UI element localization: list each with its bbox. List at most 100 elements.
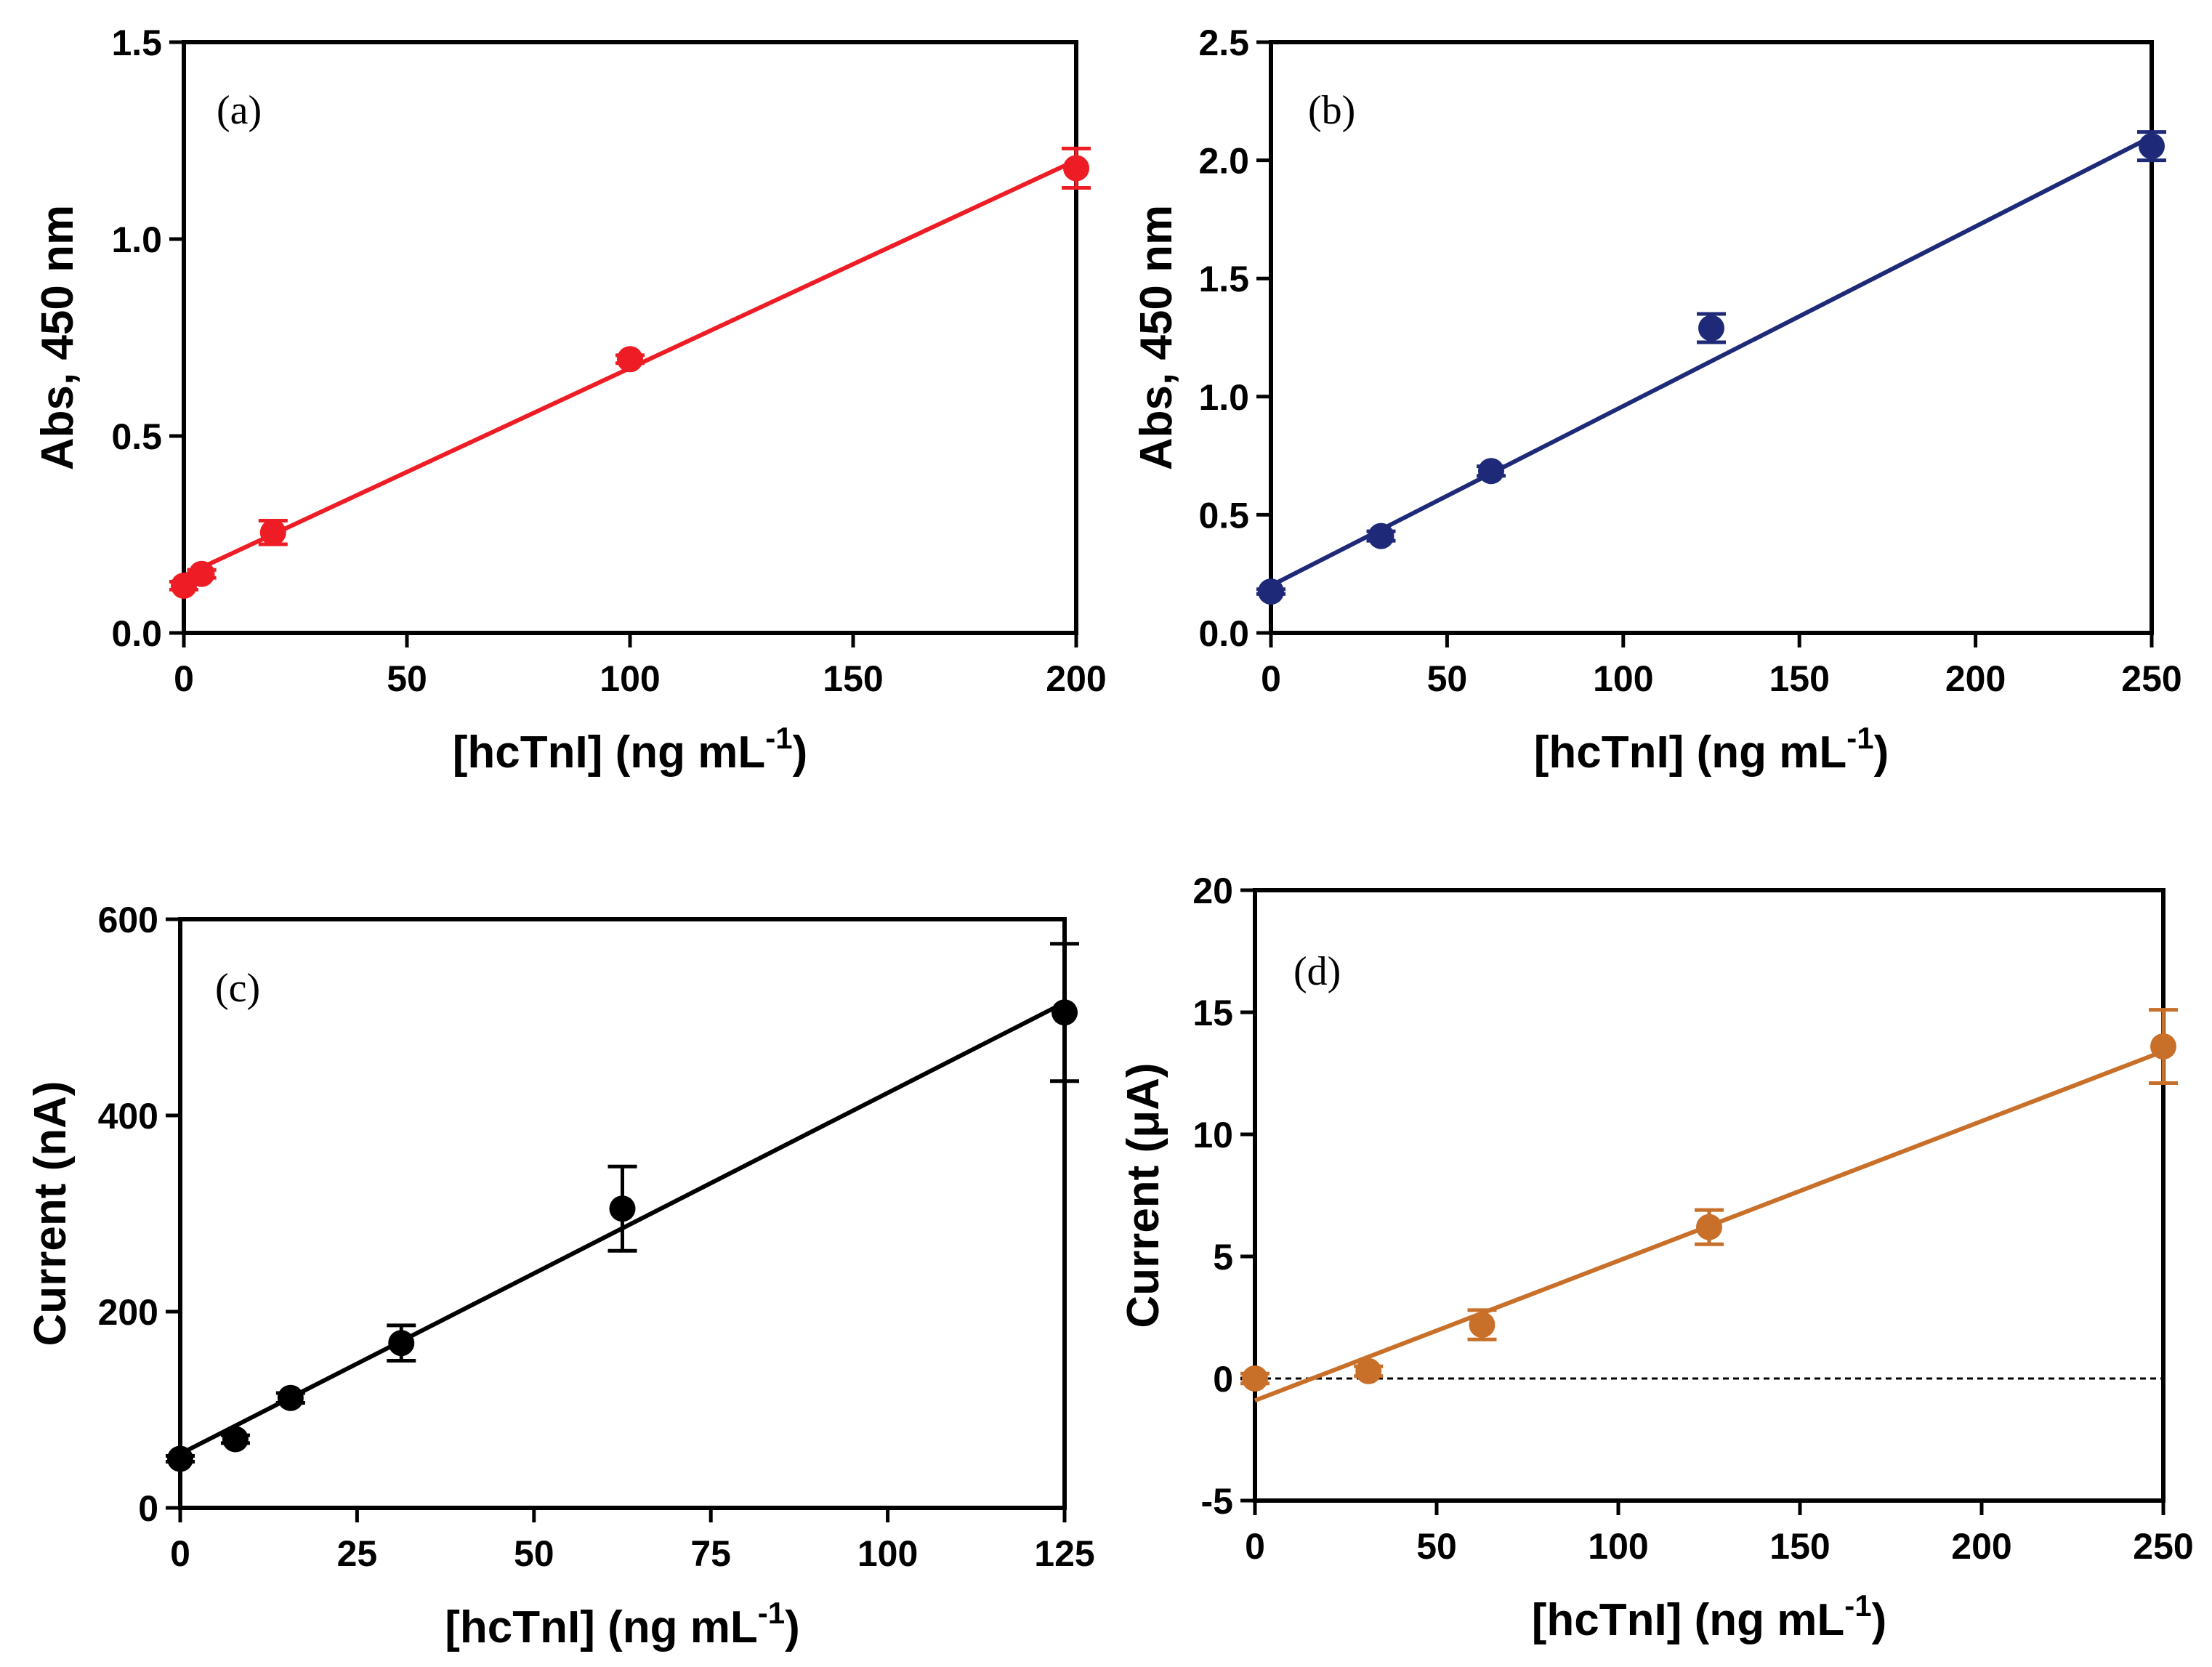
point-marker bbox=[2139, 133, 2165, 160]
chart-panel-d: 0 50 100 150 200 250 -5 0 5 10 15 20 (d) [hcTnI] (ng … bbox=[1118, 871, 2194, 1645]
x-tick-label: 200 bbox=[1046, 658, 1106, 699]
y-axis-title: Abs, 450 nm bbox=[1131, 205, 1182, 470]
x-tick-label: 0 bbox=[174, 658, 194, 699]
data-point bbox=[1050, 942, 1079, 1083]
x-tick-label: 75 bbox=[690, 1533, 731, 1574]
y-tick-label: 15 bbox=[1192, 993, 1233, 1033]
data-point bbox=[2149, 1008, 2178, 1085]
point-marker bbox=[1698, 315, 1724, 342]
point-marker bbox=[617, 346, 643, 373]
y-tick-label: 0 bbox=[1213, 1359, 1233, 1400]
x-tick-label: 100 bbox=[1593, 658, 1653, 699]
panel-label: (c) bbox=[215, 966, 260, 1011]
y-tick-label: 10 bbox=[1192, 1115, 1233, 1155]
data-point bbox=[220, 1426, 250, 1453]
x-tick-label: 50 bbox=[514, 1533, 554, 1574]
data-point bbox=[1256, 578, 1285, 605]
y-tick-label: 1.5 bbox=[1198, 259, 1249, 299]
x-tick-label: 0 bbox=[170, 1533, 190, 1574]
x-tick-label: 125 bbox=[1034, 1533, 1094, 1574]
y-tick-label: 2.5 bbox=[1198, 23, 1249, 63]
data-point bbox=[1062, 146, 1091, 190]
x-tick-label: 250 bbox=[2133, 1526, 2193, 1567]
point-marker bbox=[1355, 1357, 1382, 1384]
x-axis-title: [hcTnI] (ng mL-1) bbox=[453, 721, 807, 778]
point-marker bbox=[1368, 522, 1394, 549]
data-point bbox=[1354, 1357, 1384, 1384]
data-point bbox=[1477, 458, 1506, 485]
x-tick-label: 25 bbox=[337, 1533, 378, 1574]
panel-label: (b) bbox=[1308, 88, 1355, 133]
y-tick-label: 0.5 bbox=[111, 416, 162, 457]
x-tick-label: 50 bbox=[1427, 658, 1468, 699]
x-axis-title: [hcTnI] (ng mL-1) bbox=[1534, 721, 1889, 778]
y-tick-label: 2.0 bbox=[1198, 141, 1249, 182]
data-point bbox=[1697, 312, 1726, 344]
y-tick-label: 600 bbox=[98, 900, 158, 940]
y-tick-label: 5 bbox=[1213, 1237, 1233, 1278]
y-tick-label: 1.0 bbox=[111, 219, 162, 260]
y-axis-title: Current (μA) bbox=[1118, 1062, 1168, 1328]
data-point bbox=[387, 1323, 416, 1363]
y-axis-title: Current (nA) bbox=[25, 1081, 76, 1346]
x-tick-label: 200 bbox=[1945, 658, 2006, 699]
fit-line bbox=[1270, 134, 2153, 588]
point-marker bbox=[277, 1384, 304, 1411]
y-axis-title: Abs, 450 nm bbox=[33, 205, 83, 470]
x-tick-label: 150 bbox=[1769, 1526, 1830, 1567]
plot-frame bbox=[1269, 40, 2154, 635]
chart-panel-b: 0 50 100 150 200 250 0.0 0.5 1.0 1.5 2.0 2.5 (b) [hcT… bbox=[1131, 23, 2182, 778]
point-marker bbox=[1242, 1365, 1268, 1392]
data-point bbox=[187, 560, 217, 587]
data-point bbox=[615, 346, 645, 373]
point-marker bbox=[1696, 1214, 1722, 1240]
plot-frame bbox=[178, 917, 1067, 1510]
y-tick-label: 0.0 bbox=[111, 613, 162, 654]
data-point bbox=[1366, 522, 1396, 549]
x-tick-label: 100 bbox=[600, 658, 660, 699]
panel-label: (a) bbox=[217, 88, 262, 133]
y-tick-label: 200 bbox=[98, 1292, 158, 1333]
x-tick-label: 0 bbox=[1245, 1526, 1265, 1567]
y-tick-label: 0.0 bbox=[1198, 613, 1249, 654]
data-point bbox=[2137, 130, 2166, 163]
point-marker bbox=[1469, 1312, 1495, 1339]
y-tick-label: -5 bbox=[1201, 1481, 1233, 1522]
data-point bbox=[275, 1384, 305, 1411]
data-point bbox=[608, 1164, 637, 1253]
point-marker bbox=[1063, 155, 1089, 182]
y-tick-label: 400 bbox=[98, 1096, 158, 1137]
point-marker bbox=[2150, 1033, 2176, 1060]
data-point bbox=[166, 1445, 195, 1472]
point-marker bbox=[609, 1195, 636, 1222]
x-tick-label: 250 bbox=[2121, 658, 2181, 699]
data-point bbox=[1240, 1365, 1270, 1392]
x-tick-label: 50 bbox=[387, 658, 427, 699]
point-marker bbox=[1051, 999, 1078, 1026]
x-axis-title: [hcTnI] (ng mL-1) bbox=[445, 1596, 799, 1652]
point-marker bbox=[1258, 578, 1284, 605]
point-marker bbox=[1478, 458, 1504, 485]
point-marker bbox=[388, 1330, 415, 1357]
x-tick-label: 150 bbox=[823, 658, 883, 699]
y-tick-label: 1.0 bbox=[1198, 377, 1249, 418]
x-tick-label: 50 bbox=[1416, 1526, 1457, 1567]
chart-panel-c: 0 25 50 75 100 125 0 200 400 600 (c) [hcTnI] (ng mL… bbox=[25, 900, 1095, 1652]
point-marker bbox=[259, 519, 286, 546]
point-marker bbox=[222, 1426, 249, 1453]
plot-frame bbox=[1253, 888, 2165, 1503]
y-tick-label: 0 bbox=[138, 1488, 158, 1529]
point-marker bbox=[188, 560, 215, 587]
chart-panel-a: 0 50 100 150 200 0.0 0.5 1.0 1.5 (a) [hcTnI] (ng m… bbox=[33, 23, 1107, 778]
x-axis-title: [hcTnI] (ng mL-1) bbox=[1532, 1589, 1886, 1645]
x-tick-label: 100 bbox=[857, 1533, 918, 1574]
point-marker bbox=[167, 1445, 193, 1472]
data-point bbox=[258, 519, 288, 546]
x-tick-label: 0 bbox=[1261, 658, 1281, 699]
x-tick-label: 100 bbox=[1588, 1526, 1648, 1567]
plot-frame bbox=[182, 40, 1078, 635]
y-tick-label: 1.5 bbox=[111, 23, 162, 63]
panel-label: (d) bbox=[1293, 949, 1341, 994]
x-tick-label: 150 bbox=[1769, 658, 1829, 699]
